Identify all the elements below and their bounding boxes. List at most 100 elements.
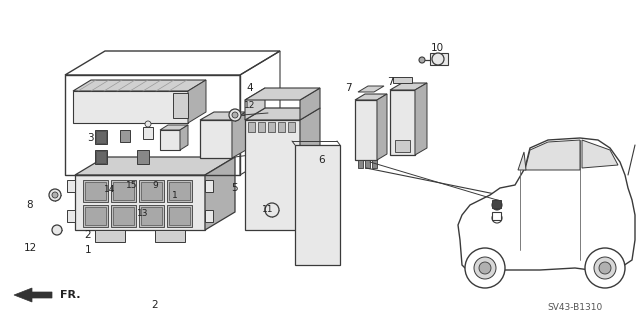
Bar — [141, 182, 162, 200]
Bar — [169, 207, 190, 225]
Polygon shape — [582, 140, 618, 168]
Polygon shape — [95, 150, 107, 164]
Polygon shape — [232, 112, 246, 158]
Polygon shape — [390, 83, 427, 90]
Polygon shape — [160, 130, 180, 150]
Circle shape — [419, 57, 425, 63]
Text: 8: 8 — [27, 200, 33, 210]
Text: 14: 14 — [104, 186, 116, 195]
Circle shape — [52, 192, 58, 198]
Bar — [492, 200, 501, 208]
Polygon shape — [73, 91, 188, 123]
Bar — [372, 160, 377, 168]
Text: 1: 1 — [172, 190, 178, 199]
Text: 4: 4 — [246, 83, 253, 93]
Bar — [395, 140, 410, 152]
Circle shape — [599, 262, 611, 274]
Polygon shape — [188, 80, 206, 123]
Circle shape — [492, 213, 502, 223]
Bar — [258, 122, 265, 132]
Circle shape — [52, 225, 62, 235]
Bar — [85, 207, 106, 225]
Bar — [248, 122, 255, 132]
Polygon shape — [95, 230, 125, 242]
Bar — [358, 160, 363, 168]
Bar — [139, 205, 164, 227]
Circle shape — [465, 248, 505, 288]
Bar — [288, 122, 295, 132]
Circle shape — [585, 248, 625, 288]
Polygon shape — [73, 80, 206, 91]
Text: SV43-B1310: SV43-B1310 — [547, 303, 603, 313]
Bar — [83, 205, 108, 227]
Circle shape — [49, 189, 61, 201]
Bar — [141, 207, 162, 225]
Polygon shape — [245, 88, 320, 100]
Polygon shape — [245, 108, 320, 120]
Polygon shape — [75, 157, 235, 175]
Bar — [67, 210, 75, 222]
Circle shape — [432, 53, 444, 65]
Polygon shape — [160, 125, 188, 130]
Polygon shape — [180, 125, 188, 150]
Bar — [85, 182, 106, 200]
Text: 11: 11 — [262, 205, 274, 214]
Polygon shape — [173, 93, 188, 118]
Text: 1: 1 — [84, 245, 92, 255]
Circle shape — [265, 203, 279, 217]
Circle shape — [479, 262, 491, 274]
Text: 5: 5 — [232, 183, 238, 193]
Circle shape — [594, 257, 616, 279]
Polygon shape — [137, 150, 149, 164]
Polygon shape — [300, 88, 320, 120]
Bar — [393, 77, 412, 83]
Bar — [83, 180, 108, 202]
Polygon shape — [96, 151, 106, 163]
Polygon shape — [518, 152, 526, 170]
Bar — [67, 180, 75, 192]
Circle shape — [232, 112, 238, 118]
Bar — [268, 122, 275, 132]
Polygon shape — [96, 131, 106, 143]
Circle shape — [229, 109, 241, 121]
Polygon shape — [245, 88, 265, 120]
Bar — [365, 160, 370, 168]
Text: 9: 9 — [152, 181, 158, 189]
Bar — [111, 180, 136, 202]
Bar — [205, 210, 213, 222]
Polygon shape — [458, 138, 635, 270]
Polygon shape — [245, 120, 300, 230]
Circle shape — [492, 200, 502, 210]
Bar — [139, 180, 164, 202]
Bar — [295, 145, 340, 265]
Text: 13: 13 — [137, 209, 148, 218]
Bar — [205, 180, 213, 192]
Polygon shape — [200, 120, 232, 158]
Polygon shape — [75, 175, 205, 230]
Text: 2: 2 — [152, 300, 158, 310]
Polygon shape — [155, 230, 185, 242]
Bar — [113, 182, 134, 200]
Text: 15: 15 — [126, 181, 138, 189]
Polygon shape — [358, 86, 384, 92]
Polygon shape — [143, 127, 153, 139]
Text: 7: 7 — [345, 83, 351, 93]
Text: 12: 12 — [24, 243, 36, 253]
Text: 10: 10 — [431, 43, 444, 53]
Polygon shape — [355, 94, 387, 100]
Polygon shape — [377, 94, 387, 160]
Polygon shape — [205, 157, 235, 230]
Bar — [278, 122, 285, 132]
Circle shape — [474, 257, 496, 279]
Text: 6: 6 — [319, 155, 325, 165]
Polygon shape — [355, 100, 377, 160]
Polygon shape — [95, 130, 107, 144]
Bar — [167, 205, 192, 227]
Text: 12: 12 — [244, 100, 256, 109]
Polygon shape — [300, 108, 320, 230]
Bar — [167, 180, 192, 202]
Bar — [111, 205, 136, 227]
Bar — [113, 207, 134, 225]
Text: 2: 2 — [84, 230, 92, 240]
Polygon shape — [120, 130, 130, 142]
